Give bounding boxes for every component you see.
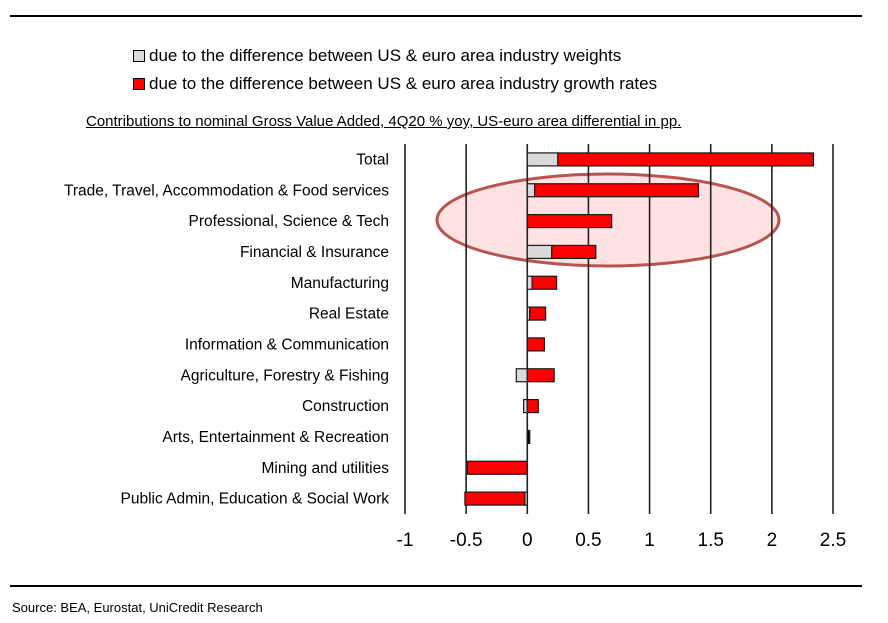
bar-segment-growth <box>534 183 700 198</box>
bar-segment-growth <box>464 491 526 506</box>
bar-segment-growth <box>526 213 613 229</box>
category-label: Public Admin, Education & Social Work <box>120 491 389 508</box>
bar-segment-growth <box>526 368 555 383</box>
x-tick-label: -1 <box>397 530 414 551</box>
x-tick-label: 1 <box>644 530 655 551</box>
category-label: Agriculture, Forestry & Fishing <box>181 367 389 384</box>
top-rule <box>10 15 862 17</box>
category-label: Financial & Insurance <box>240 244 389 261</box>
bar-segment-weights <box>526 244 553 260</box>
bar-segment-growth <box>466 460 528 475</box>
bar-segment-weights <box>526 429 531 445</box>
legend: due to the difference between US & euro … <box>133 42 657 98</box>
bar-segment-growth <box>529 306 547 321</box>
legend-label-weights: due to the difference between US & euro … <box>149 46 622 65</box>
bar-segment-weights <box>526 183 536 198</box>
legend-label-growth: due to the difference between US & euro … <box>149 74 658 93</box>
bar-segment-growth <box>526 337 546 352</box>
bar-segment-weights <box>526 275 533 290</box>
category-label: Arts, Entertainment & Recreation <box>162 429 389 446</box>
legend-item-weights: due to the difference between US & euro … <box>133 42 657 70</box>
category-label: Construction <box>302 398 389 415</box>
x-tick-label: 1.5 <box>698 530 724 551</box>
category-label: Professional, Science & Tech <box>189 213 389 230</box>
chart-title: Contributions to nominal Gross Value Add… <box>86 113 682 130</box>
category-label: Manufacturing <box>291 275 389 292</box>
bar-segment-growth <box>531 275 558 290</box>
x-tick-label: 2 <box>767 530 778 551</box>
bar-segment-growth <box>551 244 597 260</box>
source-note: Source: BEA, Eurostat, UniCredit Researc… <box>12 600 263 615</box>
bar-segment-weights <box>526 152 559 167</box>
x-tick-label: 2.5 <box>820 530 846 551</box>
bar-segment-growth <box>557 152 815 167</box>
category-label: Mining and utilities <box>261 460 389 477</box>
x-tick-label: 0 <box>522 530 533 551</box>
legend-swatch-red <box>133 78 145 90</box>
legend-swatch-grey <box>133 50 145 62</box>
x-tick-label: 0.5 <box>575 530 601 551</box>
category-label: Total <box>356 151 389 168</box>
bottom-rule <box>10 585 862 587</box>
category-label: Trade, Travel, Accommodation & Food serv… <box>64 182 389 199</box>
legend-item-growth: due to the difference between US & euro … <box>133 70 657 98</box>
x-tick-label: -0.5 <box>450 530 483 551</box>
category-label: Real Estate <box>309 306 389 323</box>
bar-segment-growth <box>526 398 539 414</box>
bar-segment-weights <box>515 368 528 383</box>
category-label: Information & Communication <box>185 336 389 353</box>
